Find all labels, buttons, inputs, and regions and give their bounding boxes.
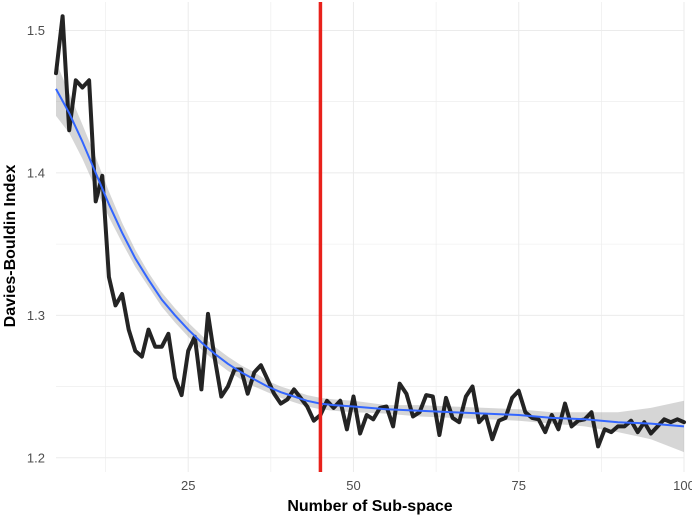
x-tick-label: 25 [181, 478, 195, 493]
y-axis-title: Davies-Bouldin Index [2, 165, 19, 328]
confidence-band-layer [56, 61, 684, 453]
x-tick-label: 75 [512, 478, 526, 493]
x-tick-label: 50 [346, 478, 360, 493]
x-tick-labels: 25 50 75 100 [181, 478, 692, 493]
y-tick-label: 1.5 [27, 23, 45, 38]
observed-line [54, 14, 686, 449]
smooth-line [55, 88, 685, 428]
observed-line-layer [54, 14, 686, 449]
confidence-band [56, 61, 684, 453]
x-tick-label: 100 [673, 478, 692, 493]
y-tick-label: 1.3 [27, 308, 45, 323]
y-tick-labels: 1.2 1.3 1.4 1.5 [27, 23, 45, 465]
y-tick-label: 1.2 [27, 450, 45, 465]
x-axis-title: Number of Sub-space [287, 498, 452, 515]
smooth-line-layer [55, 88, 685, 428]
y-tick-label: 1.4 [27, 165, 45, 180]
grid [56, 2, 685, 472]
